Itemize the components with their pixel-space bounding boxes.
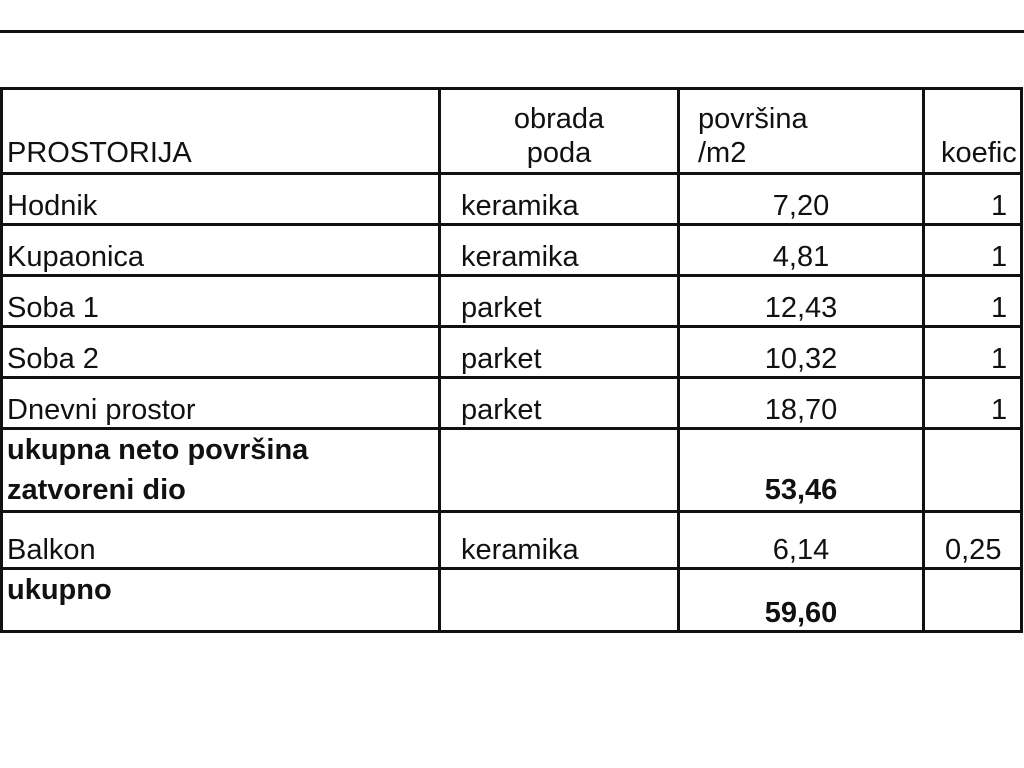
room-name: Dnevni prostor [0,376,441,430]
top-rule [0,30,1024,33]
subtotal-row: ukupna neto površina zatvoreni dio 53,46 [0,427,1023,513]
coefficient-value: 0,25 [922,510,1023,570]
area-value: 18,70 [677,376,925,430]
area-value: 10,32 [677,325,925,379]
coefficient-value: 1 [922,376,1023,430]
header-area-line2: /m2 [698,137,747,169]
room-name: Hodnik [0,172,441,226]
total-row: ukupno 59,60 [0,567,1023,633]
area-value: 12,43 [677,274,925,328]
floor-finish: keramika [438,510,680,570]
floor-finish: keramika [438,172,680,226]
header-row: PROSTORIJA obrada poda površina/m2 koefic [0,87,1023,175]
subtotal-area: 53,46 [677,427,925,513]
room-name: Kupaonica [0,223,441,277]
header-coefficient: koefic [922,87,1023,175]
subtotal-label-line2: zatvoreni dio [7,474,186,506]
coefficient-value: 1 [922,223,1023,277]
table-row: Soba 2 parket 10,32 1 [0,325,1023,379]
subtotal-finish [438,427,680,513]
floor-finish: keramika [438,223,680,277]
room-name: Soba 2 [0,325,441,379]
coefficient-value: 1 [922,172,1023,226]
coefficient-value: 1 [922,325,1023,379]
subtotal-label-line1: ukupna neto površina [7,434,309,466]
total-finish [438,567,680,633]
room-name: Balkon [0,510,441,570]
table-row: Kupaonica keramika 4,81 1 [0,223,1023,277]
table-row: Dnevni prostor parket 18,70 1 [0,376,1023,430]
table-row: Hodnik keramika 7,20 1 [0,172,1023,226]
area-value: 7,20 [677,172,925,226]
subtotal-coefficient [922,427,1023,513]
header-floor-finish-line1: obrada [513,103,605,135]
room-name: Soba 1 [0,274,441,328]
header-room: PROSTORIJA [0,87,441,175]
header-area: površina/m2 [677,87,925,175]
floor-finish: parket [438,325,680,379]
table-row: Soba 1 parket 12,43 1 [0,274,1023,328]
header-floor-finish-line2: poda [526,137,592,169]
floor-finish: parket [438,376,680,430]
header-floor-finish: obrada poda [438,87,680,175]
floor-finish: parket [438,274,680,328]
total-coefficient [922,567,1023,633]
subtotal-label: ukupna neto površina zatvoreni dio [0,427,441,513]
table-row: Balkon keramika 6,14 0,25 [0,510,1023,570]
total-label: ukupno [0,567,441,633]
total-area: 59,60 [677,567,925,633]
area-value: 6,14 [677,510,925,570]
header-area-line1: površina [698,103,808,135]
area-value: 4,81 [677,223,925,277]
coefficient-value: 1 [922,274,1023,328]
room-area-table: PROSTORIJA obrada poda površina/m2 koefic… [0,87,1023,633]
